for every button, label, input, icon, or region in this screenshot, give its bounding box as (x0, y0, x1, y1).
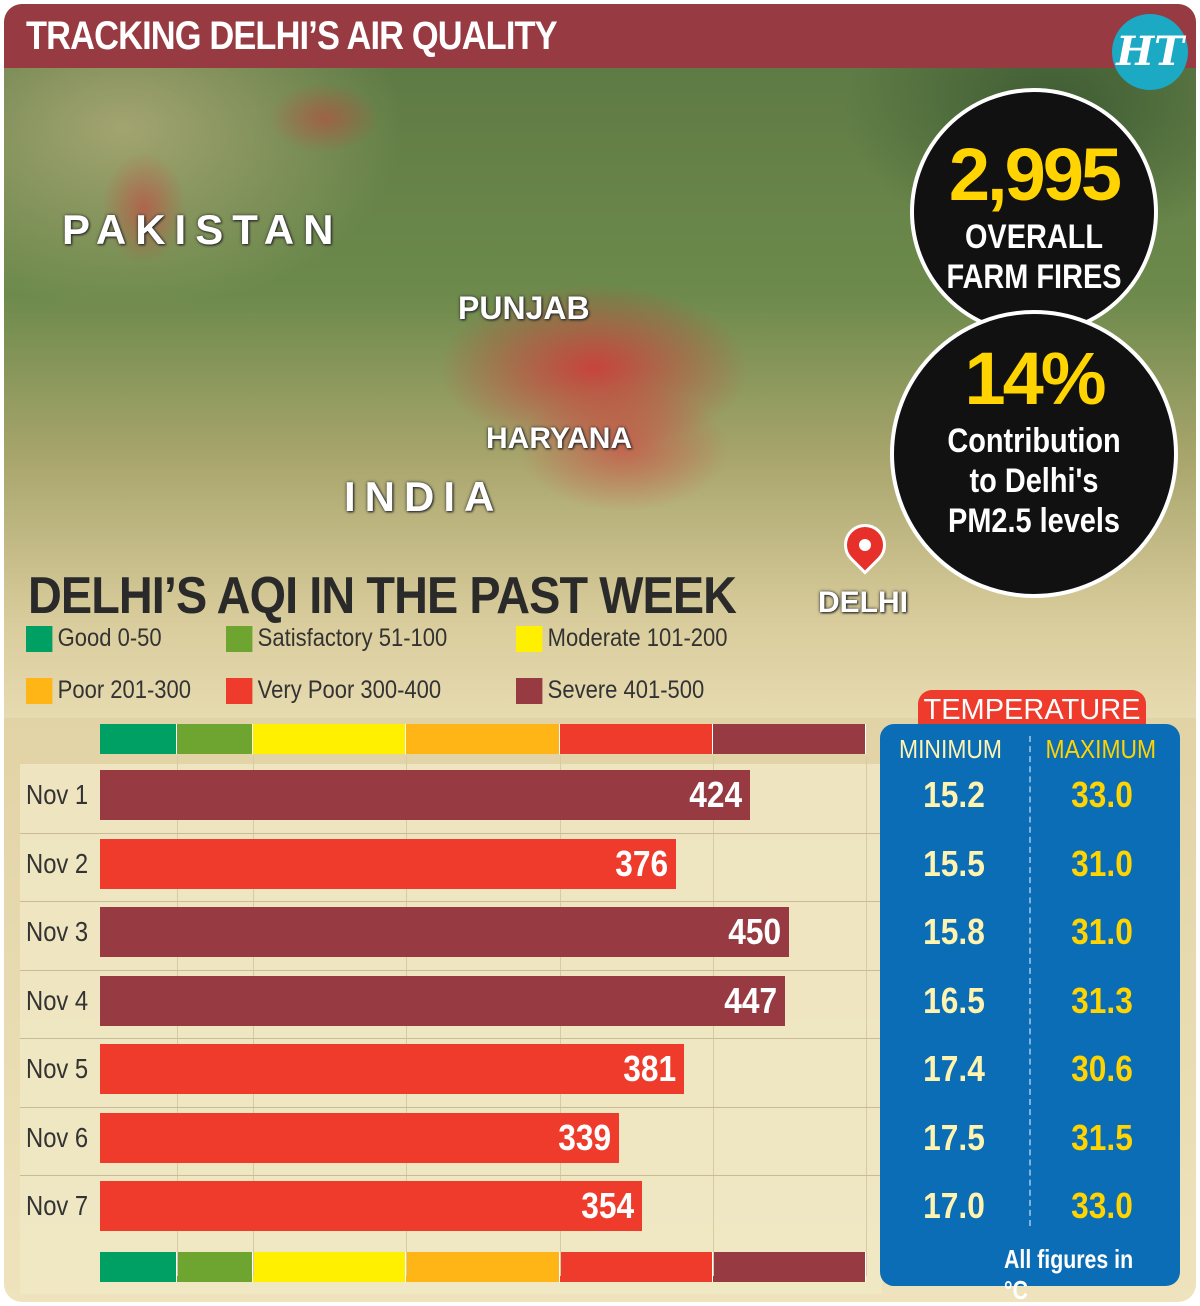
bar-value-label: 376 (615, 842, 669, 884)
row-divider (20, 832, 1180, 834)
legend-item: Moderate 101-200 (516, 624, 727, 653)
max-temperature: 31.0 (1071, 911, 1133, 952)
row-divider (20, 969, 1180, 971)
scale-segment (712, 724, 866, 754)
map-label-pakistan: PAKISTAN (62, 206, 343, 253)
bar (100, 1181, 643, 1231)
min-temperature: 15.8 (923, 911, 985, 952)
scale-segment (559, 724, 713, 754)
ht-logo: HT (1112, 14, 1188, 90)
farm-fires-label-2: FARM FIRES (946, 258, 1122, 296)
farm-fires-label: OVERALL (964, 218, 1104, 256)
contribution-value: 14% (964, 337, 1106, 420)
scale-segment (176, 1252, 254, 1282)
contribution-stat: 14% Contribution to Delhi's PM2.5 levels (890, 310, 1178, 598)
legend-item: Very Poor 300-400 (226, 676, 441, 705)
legend-label: Moderate 101-200 (547, 624, 728, 652)
category-label: Nov 6 (26, 1121, 89, 1153)
farm-fires-stat: 2,995 OVERALL FARM FIRES (910, 88, 1158, 336)
legend-swatch (516, 677, 543, 704)
legend-item: Satisfactory 51-100 (226, 624, 447, 653)
max-temperature: 33.0 (1071, 1185, 1133, 1226)
row-divider (20, 901, 1180, 902)
max-temperature: 31.5 (1071, 1116, 1133, 1158)
map-label-delhi: DELHI (818, 586, 908, 619)
legend-swatch (516, 625, 543, 652)
category-label: Nov 7 (26, 1190, 89, 1221)
min-temperature: 17.4 (923, 1048, 985, 1089)
scale-segment (712, 1252, 866, 1282)
aqi-color-scale (100, 1252, 866, 1282)
bar (100, 1112, 620, 1163)
legend-label: Severe 401-500 (547, 676, 705, 704)
bar (100, 1044, 684, 1094)
bar-value-label: 424 (688, 774, 742, 815)
bar-value-label: 450 (728, 911, 782, 952)
bar (100, 907, 790, 957)
bar (100, 838, 677, 889)
scale-segment (100, 1252, 177, 1282)
min-temperature: 17.5 (923, 1116, 985, 1158)
legend-swatch (226, 625, 253, 652)
scale-segment (253, 724, 407, 754)
gridline (866, 756, 867, 1276)
category-label: Nov 4 (26, 984, 89, 1016)
temperature-divider (1029, 736, 1031, 1226)
row-divider (20, 1038, 1180, 1039)
bar (100, 975, 785, 1026)
map-label-india: INDIA (344, 473, 504, 520)
category-label: Nov 5 (26, 1053, 89, 1084)
max-header: MAXIMUM (1045, 734, 1157, 764)
map-label-punjab: PUNJAB (458, 290, 590, 326)
legend-label: Poor 201-300 (57, 676, 192, 704)
legend-item: Severe 401-500 (516, 676, 704, 705)
contribution-label-1: Contribution (947, 422, 1121, 460)
row-divider (20, 1106, 1180, 1108)
chart-title: DELHI’S AQI IN THE PAST WEEK (28, 567, 737, 625)
legend-item: Good 0-50 (26, 624, 162, 653)
legend-label: Good 0-50 (57, 624, 162, 652)
contribution-label-3: PM2.5 levels (948, 502, 1120, 540)
contribution-label-2: to Delhi's (969, 462, 1099, 500)
scale-segment (406, 1252, 560, 1282)
scale-segment (100, 724, 177, 754)
bar-value-label: 447 (723, 979, 777, 1021)
category-label: Nov 2 (26, 847, 89, 879)
category-label: Nov 1 (26, 779, 89, 810)
map-label-haryana: HARYANA (486, 422, 633, 455)
legend-item: Poor 201-300 (26, 676, 191, 705)
page-title: TRACKING DELHI’S AIR QUALITY (26, 14, 558, 58)
title-bar: TRACKING DELHI’S AIR QUALITY (4, 4, 1196, 68)
min-temperature: 16.5 (923, 979, 985, 1021)
max-temperature: 31.3 (1071, 979, 1133, 1021)
scale-segment (176, 724, 254, 754)
infographic: PAKISTAN PUNJAB HARYANA INDIA DELHI TRAC… (4, 4, 1196, 1302)
bar-value-label: 381 (622, 1048, 676, 1089)
row-divider (20, 1175, 1180, 1176)
max-temperature: 33.0 (1071, 774, 1133, 815)
bar-value-label: 339 (558, 1116, 612, 1158)
scale-segment (253, 1252, 407, 1282)
aqi-color-scale (100, 724, 866, 754)
max-temperature: 31.0 (1071, 842, 1133, 884)
legend-swatch (26, 677, 53, 704)
temperature-note: All figures in °C (1004, 1244, 1134, 1302)
max-temperature: 30.6 (1071, 1048, 1133, 1089)
min-temperature: 15.2 (923, 774, 985, 815)
scale-segment (559, 1252, 713, 1282)
min-temperature: 17.0 (923, 1185, 985, 1226)
scale-segment (406, 724, 560, 754)
legend-label: Very Poor 300-400 (257, 676, 442, 704)
legend-swatch (226, 677, 253, 704)
min-header: MINIMUM (899, 734, 1002, 764)
min-temperature: 15.5 (923, 842, 985, 884)
bar (100, 770, 750, 820)
legend-swatch (26, 625, 53, 652)
legend-label: Satisfactory 51-100 (257, 624, 448, 652)
farm-fires-value: 2,995 (948, 133, 1122, 216)
category-label: Nov 3 (26, 916, 89, 947)
bar-value-label: 354 (581, 1185, 635, 1226)
